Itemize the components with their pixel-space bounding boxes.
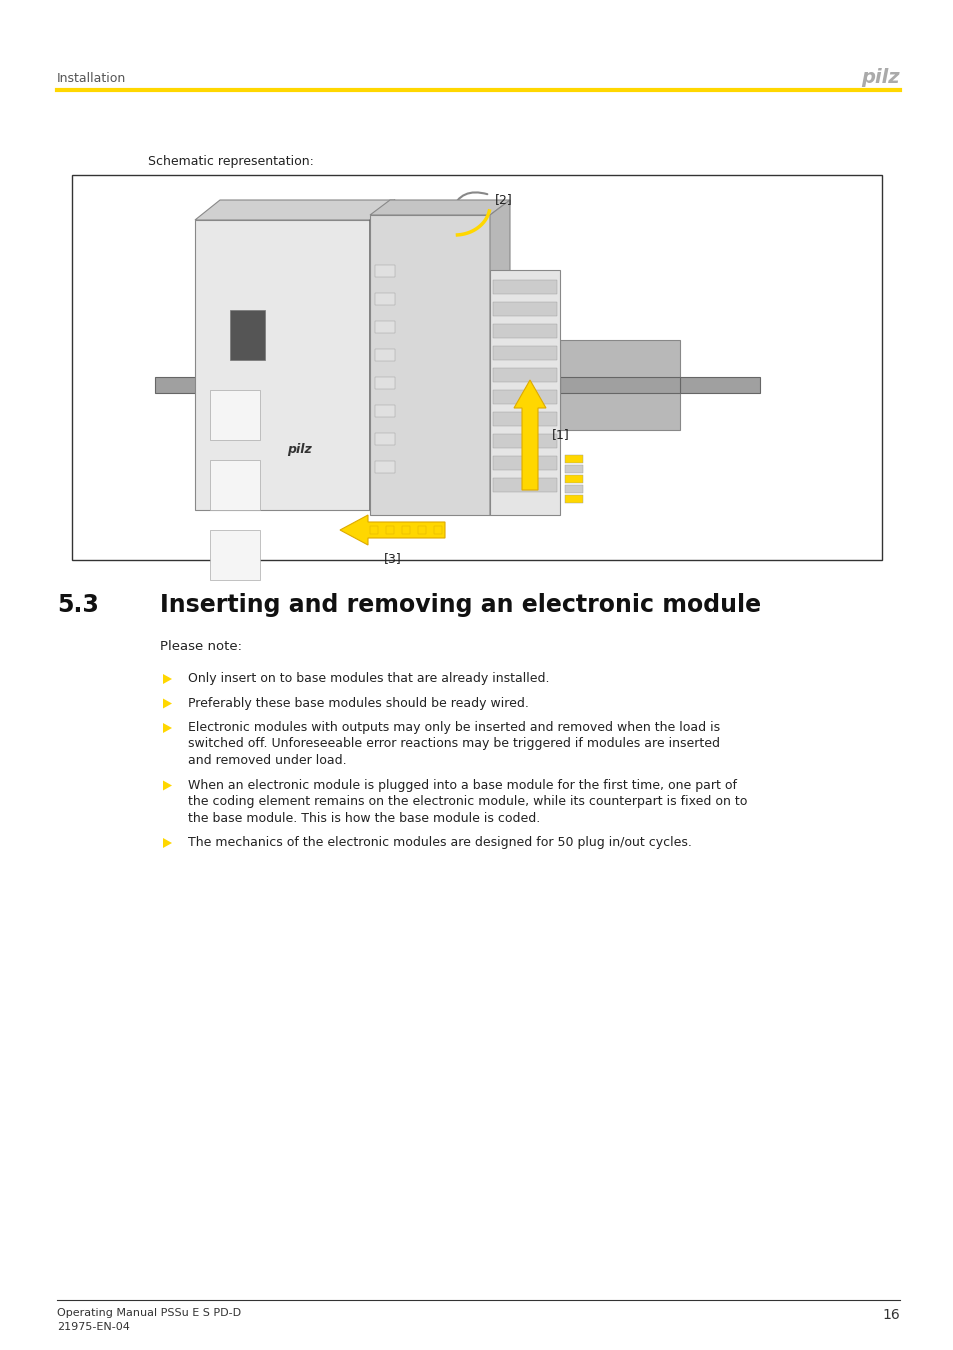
Bar (493, 433, 557, 448)
Bar (401, 526, 410, 535)
Text: [2]: [2] (495, 193, 512, 207)
Text: switched off. Unforeseeable error reactions may be triggered if modules are inse: switched off. Unforeseeable error reacti… (188, 737, 720, 751)
Polygon shape (163, 674, 172, 684)
Bar (417, 526, 426, 535)
Text: [3]: [3] (383, 552, 401, 566)
Text: pilz: pilz (287, 444, 312, 456)
Bar (559, 377, 679, 393)
Polygon shape (163, 780, 172, 791)
Text: Preferably these base modules should be ready wired.: Preferably these base modules should be … (188, 697, 528, 710)
Text: Inserting and removing an electronic module: Inserting and removing an electronic mod… (160, 593, 760, 617)
Text: Electronic modules with outputs may only be inserted and removed when the load i: Electronic modules with outputs may only… (188, 721, 720, 734)
Polygon shape (490, 270, 559, 514)
Bar (210, 460, 260, 510)
Bar (370, 526, 377, 535)
Bar (493, 324, 557, 338)
Bar (375, 433, 395, 446)
Polygon shape (163, 698, 172, 709)
Bar (564, 495, 582, 504)
Bar (493, 346, 557, 360)
Bar (493, 478, 557, 491)
Bar (564, 455, 582, 463)
Polygon shape (490, 200, 510, 514)
Polygon shape (154, 377, 760, 393)
Polygon shape (370, 200, 510, 215)
Bar (375, 321, 395, 333)
Bar (375, 293, 395, 305)
Polygon shape (194, 200, 395, 220)
Bar (564, 464, 582, 472)
Text: When an electronic module is plugged into a base module for the first time, one : When an electronic module is plugged int… (188, 779, 737, 791)
Text: 5.3: 5.3 (57, 593, 99, 617)
Text: Operating Manual PSSu E S PD-D: Operating Manual PSSu E S PD-D (57, 1308, 241, 1318)
Bar (71, 176, 882, 560)
Bar (375, 405, 395, 417)
Bar (564, 485, 582, 493)
Bar (375, 460, 395, 472)
Text: [1]: [1] (552, 428, 569, 441)
Bar (210, 531, 260, 580)
Text: Only insert on to base modules that are already installed.: Only insert on to base modules that are … (188, 672, 549, 684)
Text: Please note:: Please note: (160, 640, 242, 653)
Bar (493, 302, 557, 316)
Polygon shape (163, 724, 172, 733)
Polygon shape (559, 340, 679, 431)
Text: Installation: Installation (57, 72, 126, 85)
Bar (493, 369, 557, 382)
Bar (434, 526, 441, 535)
Text: the base module. This is how the base module is coded.: the base module. This is how the base mo… (188, 811, 539, 825)
Polygon shape (163, 838, 172, 848)
Bar (493, 279, 557, 294)
Polygon shape (370, 200, 395, 510)
Bar (210, 390, 260, 440)
Text: the coding element remains on the electronic module, while its counterpart is fi: the coding element remains on the electr… (188, 795, 746, 809)
Bar (493, 456, 557, 470)
Polygon shape (194, 220, 370, 510)
Polygon shape (370, 200, 395, 510)
Text: The mechanics of the electronic modules are designed for 50 plug in/out cycles.: The mechanics of the electronic modules … (188, 836, 691, 849)
Bar (375, 377, 395, 389)
Polygon shape (370, 215, 490, 514)
Polygon shape (230, 310, 265, 360)
Bar (493, 412, 557, 427)
Bar (375, 265, 395, 277)
Bar (564, 475, 582, 483)
FancyArrow shape (339, 514, 444, 545)
Text: 16: 16 (882, 1308, 899, 1322)
FancyArrow shape (514, 379, 545, 490)
Text: and removed under load.: and removed under load. (188, 755, 346, 767)
Bar (386, 526, 394, 535)
Text: Schematic representation:: Schematic representation: (148, 155, 314, 167)
Text: 21975-EN-04: 21975-EN-04 (57, 1322, 130, 1332)
Bar (375, 350, 395, 360)
Text: pilz: pilz (861, 68, 899, 86)
Bar (493, 390, 557, 404)
